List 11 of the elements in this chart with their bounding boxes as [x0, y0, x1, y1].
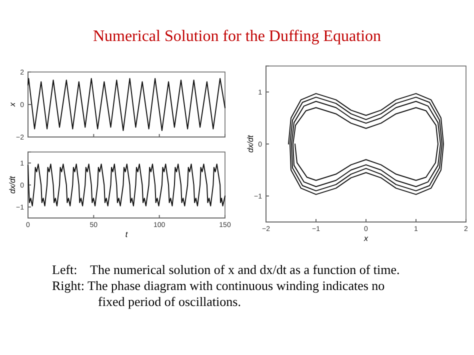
text: Left: The numerical solution of x and dx/dt as a function of time. [52, 262, 401, 278]
line-series [28, 78, 226, 131]
line-series [28, 164, 226, 206]
y-axis-title: x [8, 102, 17, 108]
x-axis-title: x [363, 234, 369, 243]
y-axis-title: dx/dt [246, 134, 255, 153]
x-axis-title: t [125, 230, 128, 239]
y-axis-title: dx/dt [8, 176, 17, 194]
text: Right: The phase diagram with continuous winding indicates no fixed period of oscillations. [52, 278, 386, 310]
line-series [288, 93, 444, 195]
chart-title: Numerical Solution for the Duffing Equation [92, 28, 382, 46]
